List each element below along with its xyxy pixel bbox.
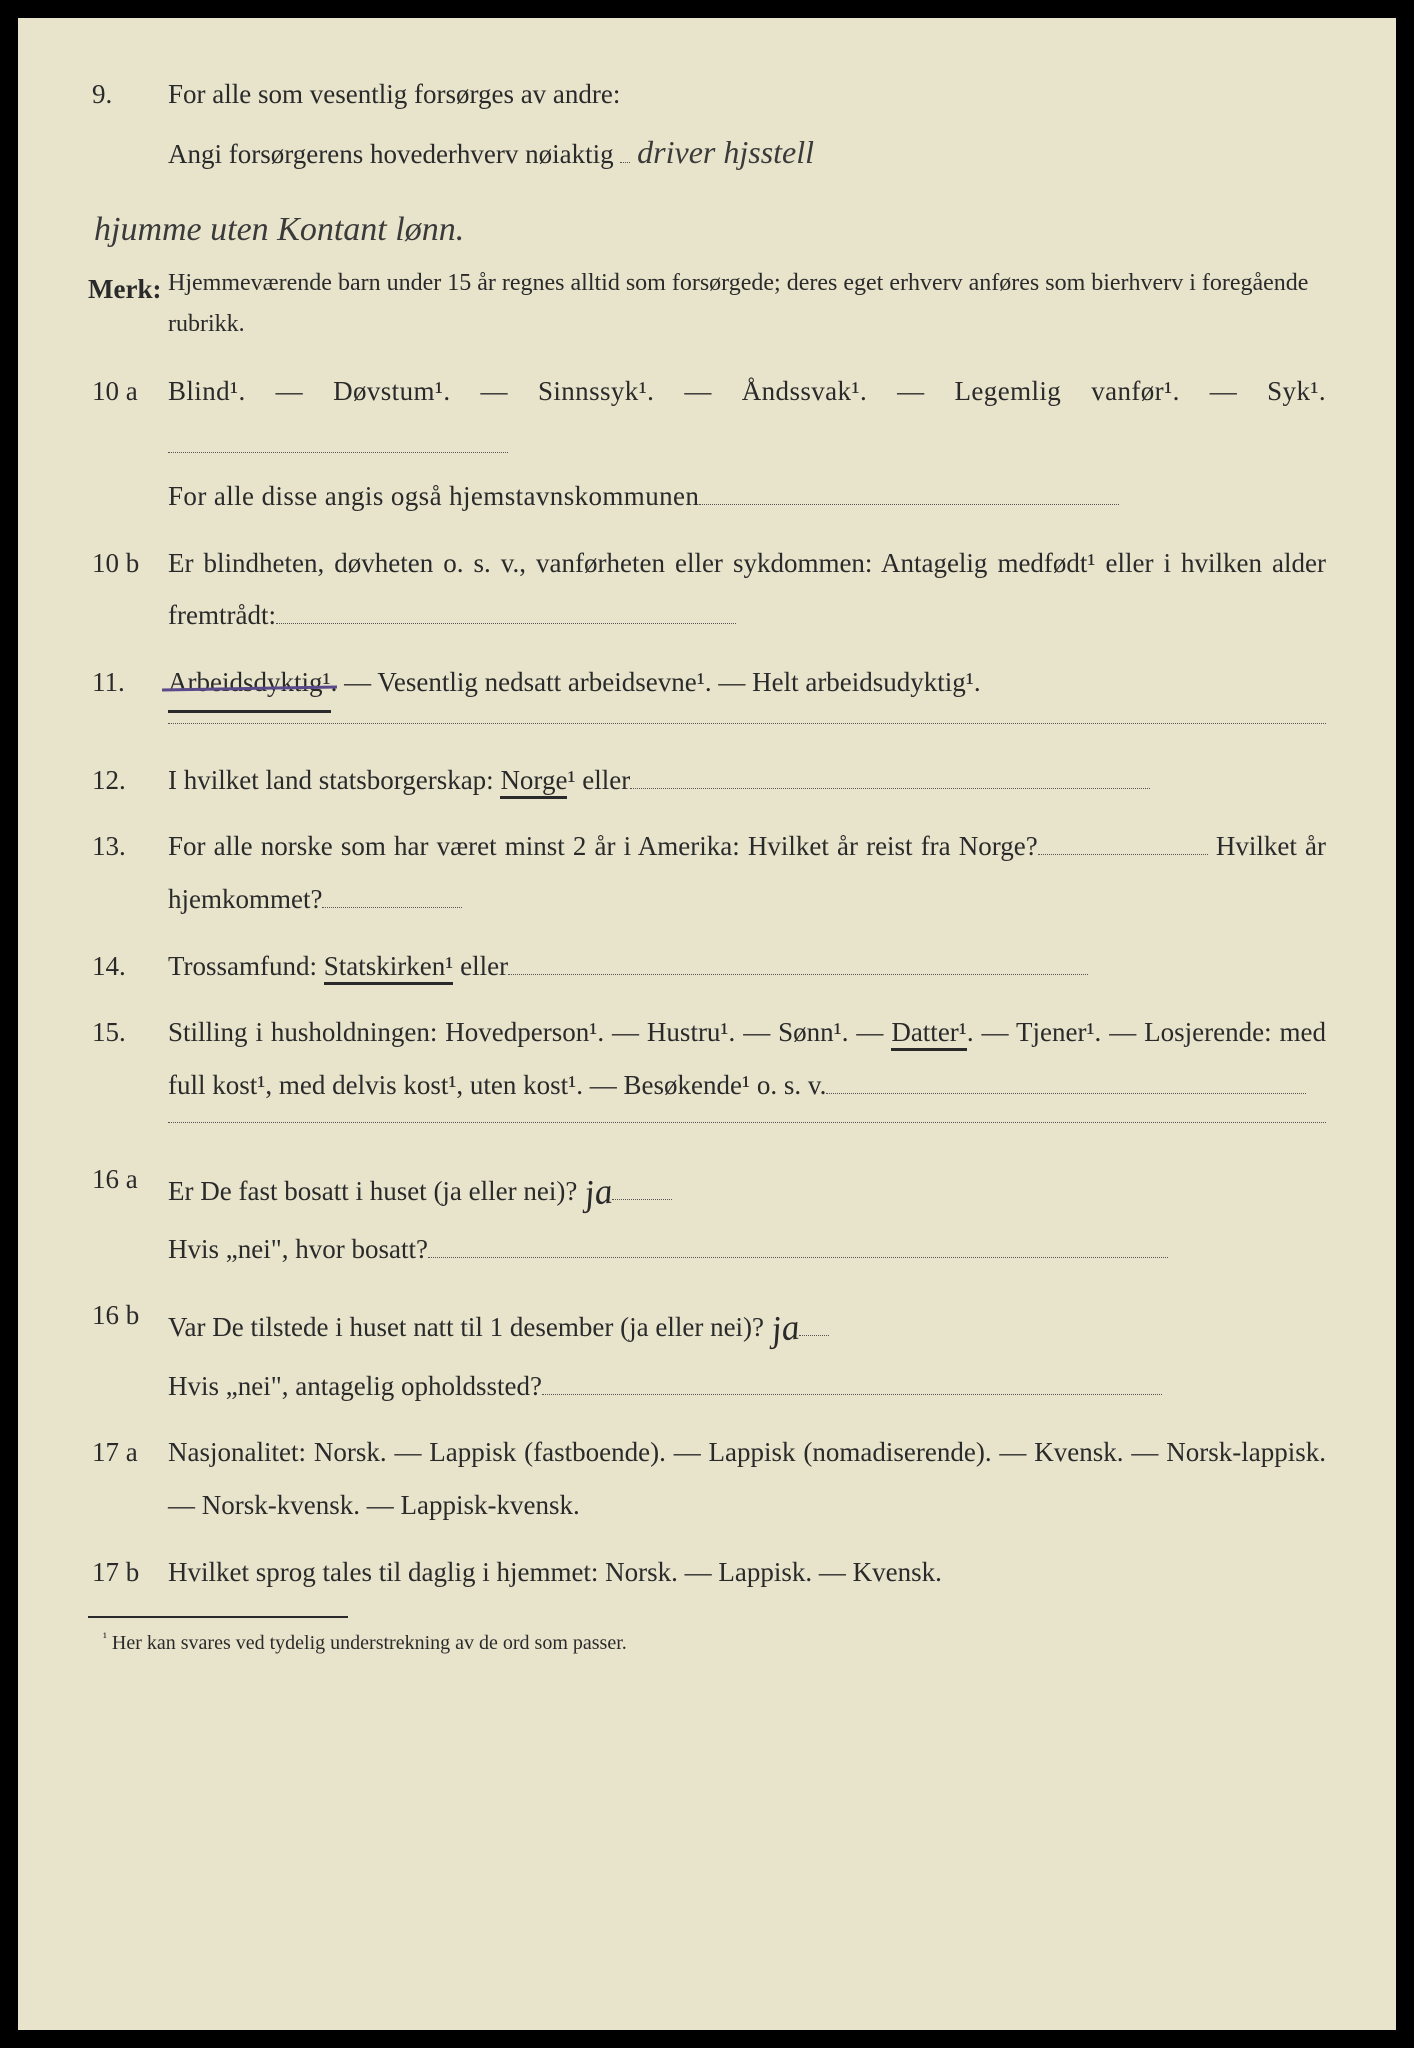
q16a-line2: Hvis „nei", hvor bosatt?	[168, 1234, 428, 1264]
q14-body: Trossamfund: Statskirken¹ eller	[168, 940, 1326, 993]
q16a-dots	[612, 1199, 672, 1200]
q10a-body: Blind¹. — Døvstum¹. — Sinnssyk¹. — Åndss…	[168, 365, 1326, 523]
q16b-line2: Hvis „nei", antagelig opholdssted?	[168, 1371, 542, 1401]
q11-rest: . — Vesentlig nedsatt arbeidsevne¹. — He…	[331, 667, 981, 697]
q16a-body: Er De fast bosatt i huset (ja eller nei)…	[168, 1153, 1326, 1276]
q16b-number: 16 b	[88, 1289, 168, 1412]
merk-text: Hjemmeværende barn under 15 år regnes al…	[168, 263, 1326, 345]
q12-body: I hvilket land statsborgerskap: Norge¹ e…	[168, 754, 1326, 807]
q9-dots1	[620, 162, 630, 163]
q9-body: For alle som vesentlig forsørges av andr…	[168, 68, 1326, 183]
question-16a: 16 a Er De fast bosatt i huset (ja eller…	[88, 1153, 1326, 1276]
q10a-line2-wrap: For alle disse angis også hjemstavnskomm…	[168, 470, 1326, 523]
q11-dotted-rule	[168, 723, 1326, 724]
q14-number: 14.	[88, 940, 168, 993]
q10a-text: Blind¹. — Døvstum¹. — Sinnssyk¹. — Åndss…	[168, 376, 1326, 406]
q17a-number: 17 a	[88, 1426, 168, 1531]
census-form-page: 9. For alle som vesentlig forsørges av a…	[0, 0, 1414, 2048]
q16b-body: Var De tilstede i huset natt til 1 desem…	[168, 1289, 1326, 1412]
q11-opt-arbeidsdyktig: Arbeidsdyktig¹	[168, 656, 331, 713]
q16b-dots	[799, 1335, 829, 1336]
q16b-dots2	[542, 1394, 1162, 1395]
question-17b: 17 b Hvilket sprog tales til daglig i hj…	[88, 1546, 1326, 1599]
q16b-line2-wrap: Hvis „nei", antagelig opholdssted?	[168, 1360, 1326, 1413]
question-16b: 16 b Var De tilstede i huset natt til 1 …	[88, 1289, 1326, 1412]
question-9: 9. For alle som vesentlig forsørges av a…	[88, 68, 1326, 183]
question-10b: 10 b Er blindheten, døvheten o. s. v., v…	[88, 537, 1326, 642]
q10b-body: Er blindheten, døvheten o. s. v., vanfør…	[168, 537, 1326, 642]
q15-prefix: Stilling i husholdningen: Hovedperson¹. …	[168, 1017, 891, 1047]
q16a-number: 16 a	[88, 1153, 168, 1276]
q12-number: 12.	[88, 754, 168, 807]
question-12: 12. I hvilket land statsborgerskap: Norg…	[88, 754, 1326, 807]
question-15: 15. Stilling i husholdningen: Hovedperso…	[88, 1006, 1326, 1138]
footnote-text: Her kan svares ved tydelig understreknin…	[112, 1632, 627, 1654]
q13-dots2	[322, 907, 462, 908]
q12-opt-norge: Norge	[500, 765, 567, 799]
q14-suffix: eller	[453, 951, 508, 981]
q11-number: 11.	[88, 656, 168, 740]
question-11: 11. Arbeidsdyktig¹. — Vesentlig nedsatt …	[88, 656, 1326, 740]
question-13: 13. For alle norske som har været minst …	[88, 820, 1326, 925]
q12-suffix: ¹ eller	[567, 765, 630, 795]
q16b-text: Var De tilstede i huset natt til 1 desem…	[168, 1312, 764, 1342]
q10a-number: 10 a	[88, 365, 168, 523]
q10b-number: 10 b	[88, 537, 168, 642]
q15-opt-datter: Datter¹	[891, 1017, 967, 1051]
q14-prefix: Trossamfund:	[168, 951, 324, 981]
q12-prefix: I hvilket land statsborgerskap:	[168, 765, 500, 795]
q17b-body: Hvilket sprog tales til daglig i hjemmet…	[168, 1546, 1326, 1599]
q9-line1: For alle som vesentlig forsørges av andr…	[168, 68, 1326, 121]
q11-body: Arbeidsdyktig¹. — Vesentlig nedsatt arbe…	[168, 656, 1326, 740]
q15-dots	[826, 1093, 1306, 1094]
q13-text: For alle norske som har været minst 2 år…	[168, 831, 1038, 861]
q16a-dots2	[428, 1257, 1168, 1258]
q15-dotted-rule	[168, 1122, 1326, 1123]
q13-body: For alle norske som har været minst 2 år…	[168, 820, 1326, 925]
merk-note: Merk: Hjemmeværende barn under 15 år reg…	[88, 263, 1326, 345]
q15-body: Stilling i husholdningen: Hovedperson¹. …	[168, 1006, 1326, 1138]
q10a-dots2	[699, 504, 1119, 505]
q16a-line2-wrap: Hvis „nei", hvor bosatt?	[168, 1223, 1326, 1276]
question-10a: 10 a Blind¹. — Døvstum¹. — Sinnssyk¹. — …	[88, 365, 1326, 523]
footnote: ¹ Her kan svares ved tydelig understrekn…	[88, 1624, 1326, 1663]
footnote-marker: ¹	[103, 1630, 107, 1645]
q16a-text: Er De fast bosatt i huset (ja eller nei)…	[168, 1176, 577, 1206]
merk-label: Merk:	[88, 263, 168, 345]
q9-hw1: driver hjsstell	[637, 134, 814, 170]
q16b-answer: ja	[768, 1292, 803, 1365]
q16a-answer: ja	[581, 1155, 616, 1228]
q12-dots	[630, 788, 1150, 789]
q10a-line2: For alle disse angis også hjemstavnskomm…	[168, 481, 699, 511]
footnote-rule	[88, 1616, 348, 1618]
q17a-body: Nasjonalitet: Norsk. — Lappisk (fastboen…	[168, 1426, 1326, 1531]
q17b-number: 17 b	[88, 1546, 168, 1599]
q9-line2: Angi forsørgerens hovederhverv nøiaktig …	[168, 121, 1326, 183]
q10b-text: Er blindheten, døvheten o. s. v., vanfør…	[168, 548, 1326, 631]
q9-number: 9.	[88, 68, 168, 183]
q14-dots	[508, 974, 1088, 975]
q10b-dots	[276, 623, 736, 624]
q14-opt-statskirken: Statskirken¹	[324, 951, 454, 985]
q13-number: 13.	[88, 820, 168, 925]
question-14: 14. Trossamfund: Statskirken¹ eller	[88, 940, 1326, 993]
q10a-dots	[168, 452, 508, 453]
q13-dots1	[1038, 854, 1208, 855]
q9-prompt: Angi forsørgerens hovederhverv nøiaktig	[168, 139, 614, 169]
question-17a: 17 a Nasjonalitet: Norsk. — Lappisk (fas…	[88, 1426, 1326, 1531]
q9-hw2: hjumme uten Kontant lønn.	[88, 197, 1326, 263]
q15-number: 15.	[88, 1006, 168, 1138]
